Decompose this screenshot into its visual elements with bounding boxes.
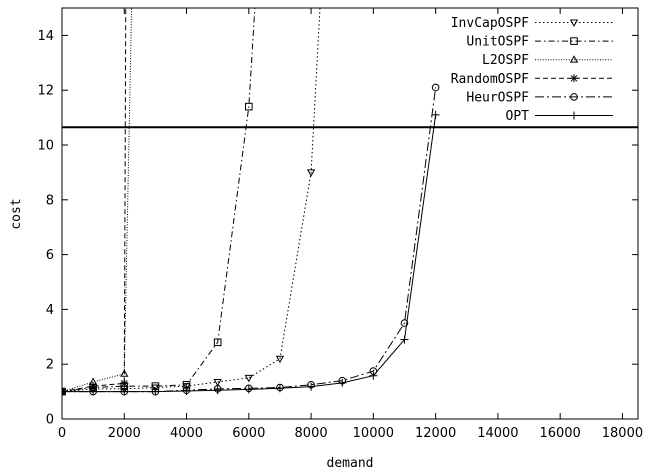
y-tick-label: 10 xyxy=(37,139,54,154)
legend-label: UnitOSPF xyxy=(466,35,529,50)
y-tick-label: 12 xyxy=(37,84,54,99)
legend-marker xyxy=(570,37,578,45)
legend-marker xyxy=(570,111,578,120)
x-tick-label: 16000 xyxy=(539,426,580,441)
data-point-plus xyxy=(307,382,316,391)
legend-marker xyxy=(570,93,578,101)
series-line xyxy=(62,8,321,393)
data-point-triangle-down xyxy=(213,379,222,387)
legend-item-unitospf: UnitOSPF xyxy=(466,35,613,50)
y-axis-title: cost xyxy=(9,198,24,229)
x-tick-label: 6000 xyxy=(232,426,265,441)
plot-area xyxy=(62,8,638,397)
y-tick-label: 14 xyxy=(37,29,54,44)
x-tick-label: 0 xyxy=(58,426,66,441)
legend-label: RandomOSPF xyxy=(451,72,529,87)
series-opt xyxy=(62,110,440,396)
data-point-plus xyxy=(182,387,191,396)
data-point-plus xyxy=(400,335,409,344)
series-randomospf xyxy=(62,8,129,396)
y-tick-label: 4 xyxy=(46,303,54,318)
data-point-plus xyxy=(213,386,222,395)
x-tick-label: 10000 xyxy=(353,426,394,441)
legend-item-opt: OPT xyxy=(506,109,613,124)
series-line xyxy=(62,114,437,393)
data-point-triangle-down xyxy=(275,355,285,364)
data-point-plus xyxy=(431,110,440,119)
legend-item-invcapospf: InvCapOSPF xyxy=(451,16,613,31)
legend-label: OPT xyxy=(506,109,530,124)
axis-ticks xyxy=(61,8,638,420)
legend-item-randomospf: RandomOSPF xyxy=(451,72,613,87)
data-point-triangle-up xyxy=(120,369,129,377)
data-point-asterisk xyxy=(120,379,129,388)
data-point-plus xyxy=(275,384,284,393)
data-point-plus xyxy=(62,387,66,396)
y-tick-label: 6 xyxy=(46,248,54,263)
data-point-plus xyxy=(120,387,129,396)
series-line xyxy=(62,87,437,393)
data-point-circle xyxy=(431,83,440,92)
x-axis-title: demand xyxy=(327,456,374,471)
series-line xyxy=(62,8,256,393)
series-unitospf xyxy=(62,8,256,396)
legend-marker xyxy=(570,74,578,83)
data-point-plus xyxy=(369,371,378,380)
data-point-plus xyxy=(338,378,347,387)
series-invcapospf xyxy=(62,8,321,397)
series-heurospf xyxy=(62,83,440,396)
y-tick-label: 0 xyxy=(46,413,54,428)
data-point-triangle-down xyxy=(306,169,316,177)
data-point-asterisk xyxy=(89,382,98,391)
data-point-triangle-down xyxy=(182,383,191,391)
data-point-plus xyxy=(89,387,98,396)
data-point-plus xyxy=(244,385,253,394)
data-point-square xyxy=(213,338,222,347)
plot-frame xyxy=(61,7,639,420)
data-point-square xyxy=(245,102,253,111)
series-l2ospf xyxy=(62,8,133,395)
x-tick-label: 4000 xyxy=(170,426,203,441)
axis-tick-labels: 0 2000 4000 6000 8000 10000 12000 14000 16000 180… xyxy=(37,29,643,441)
legend-item-l2ospf: L2OSPF xyxy=(482,53,613,68)
legend-label: HeurOSPF xyxy=(466,90,529,105)
series-line xyxy=(62,8,133,393)
data-point-plus xyxy=(151,387,160,396)
x-tick-label: 14000 xyxy=(477,426,518,441)
y-tick-label: 2 xyxy=(46,358,54,373)
x-tick-label: 18000 xyxy=(602,426,643,441)
legend-label: L2OSPF xyxy=(482,53,529,68)
data-point-circle xyxy=(400,319,409,327)
x-tick-label: 2000 xyxy=(108,426,141,441)
legend-label: InvCapOSPF xyxy=(451,16,529,31)
legend-item-heurospf: HeurOSPF xyxy=(466,90,613,105)
legend: InvCapOSPF UnitOSPF L2OSPF RandomOSPF HeurOS… xyxy=(451,16,613,124)
legend-marker xyxy=(569,19,579,27)
series-line xyxy=(62,8,127,393)
data-point-triangle-down xyxy=(151,384,160,392)
x-tick-label: 12000 xyxy=(415,426,456,441)
legend-marker xyxy=(569,55,579,63)
x-tick-label: 8000 xyxy=(295,426,328,441)
data-point-triangle-down xyxy=(244,374,253,383)
y-tick-label: 8 xyxy=(46,193,54,208)
